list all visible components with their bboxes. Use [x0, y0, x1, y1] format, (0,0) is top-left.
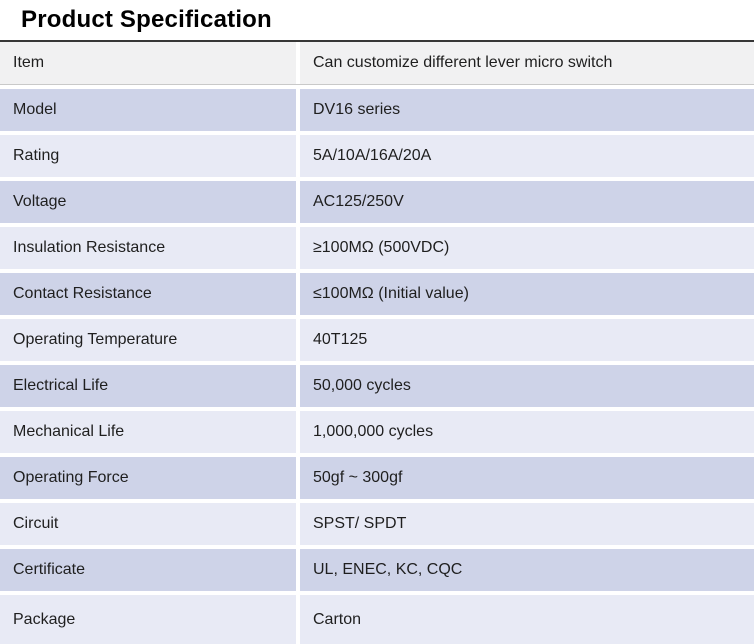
spec-value-cell: 5A/10A/16A/20A: [300, 135, 754, 177]
table-row-contact-resistance: Contact Resistance ≤100MΩ (Initial value…: [0, 273, 754, 315]
spec-label-cell: Voltage: [0, 181, 296, 223]
spec-label-cell: Contact Resistance: [0, 273, 296, 315]
spec-value-cell: 50,000 cycles: [300, 365, 754, 407]
spec-label-cell: Operating Temperature: [0, 319, 296, 361]
spec-table: Item Can customize different lever micro…: [0, 40, 754, 644]
table-row-operating-temperature: Operating Temperature 40T125: [0, 319, 754, 361]
page-title: Product Specification: [21, 6, 272, 33]
spec-value-cell: DV16 series: [300, 89, 754, 131]
spec-value-cell: ≤100MΩ (Initial value): [300, 273, 754, 315]
spec-value-cell: ≥100MΩ (500VDC): [300, 227, 754, 269]
spec-label-cell: Package: [0, 595, 296, 644]
table-row-mechanical-life: Mechanical Life 1,000,000 cycles: [0, 411, 754, 453]
spec-value-cell: 50gf ~ 300gf: [300, 457, 754, 499]
spec-label-cell: Insulation Resistance: [0, 227, 296, 269]
table-row-electrical-life: Electrical Life 50,000 cycles: [0, 365, 754, 407]
spec-value-cell: Carton: [300, 595, 754, 644]
table-row-package: Package Carton: [0, 595, 754, 644]
table-row-insulation-resistance: Insulation Resistance ≥100MΩ (500VDC): [0, 227, 754, 269]
spec-label-cell: Operating Force: [0, 457, 296, 499]
table-row-circuit: Circuit SPST/ SPDT: [0, 503, 754, 545]
spec-label-cell: Electrical Life: [0, 365, 296, 407]
table-row-rating: Rating 5A/10A/16A/20A: [0, 135, 754, 177]
spec-value-cell: Can customize different lever micro swit…: [300, 42, 754, 84]
spec-value-cell: UL, ENEC, KC, CQC: [300, 549, 754, 591]
table-row-voltage: Voltage AC125/250V: [0, 181, 754, 223]
table-row-item: Item Can customize different lever micro…: [0, 42, 754, 85]
table-row-certificate: Certificate UL, ENEC, KC, CQC: [0, 549, 754, 591]
table-row-operating-force: Operating Force 50gf ~ 300gf: [0, 457, 754, 499]
spec-label-cell: Certificate: [0, 549, 296, 591]
spec-label-cell: Mechanical Life: [0, 411, 296, 453]
spec-value-cell: AC125/250V: [300, 181, 754, 223]
spec-label-cell: Circuit: [0, 503, 296, 545]
spec-label-cell: Model: [0, 89, 296, 131]
table-row-model: Model DV16 series: [0, 89, 754, 131]
spec-value-cell: SPST/ SPDT: [300, 503, 754, 545]
spec-value-cell: 1,000,000 cycles: [300, 411, 754, 453]
spec-label-cell: Item: [0, 42, 296, 84]
spec-label-cell: Rating: [0, 135, 296, 177]
spec-value-cell: 40T125: [300, 319, 754, 361]
